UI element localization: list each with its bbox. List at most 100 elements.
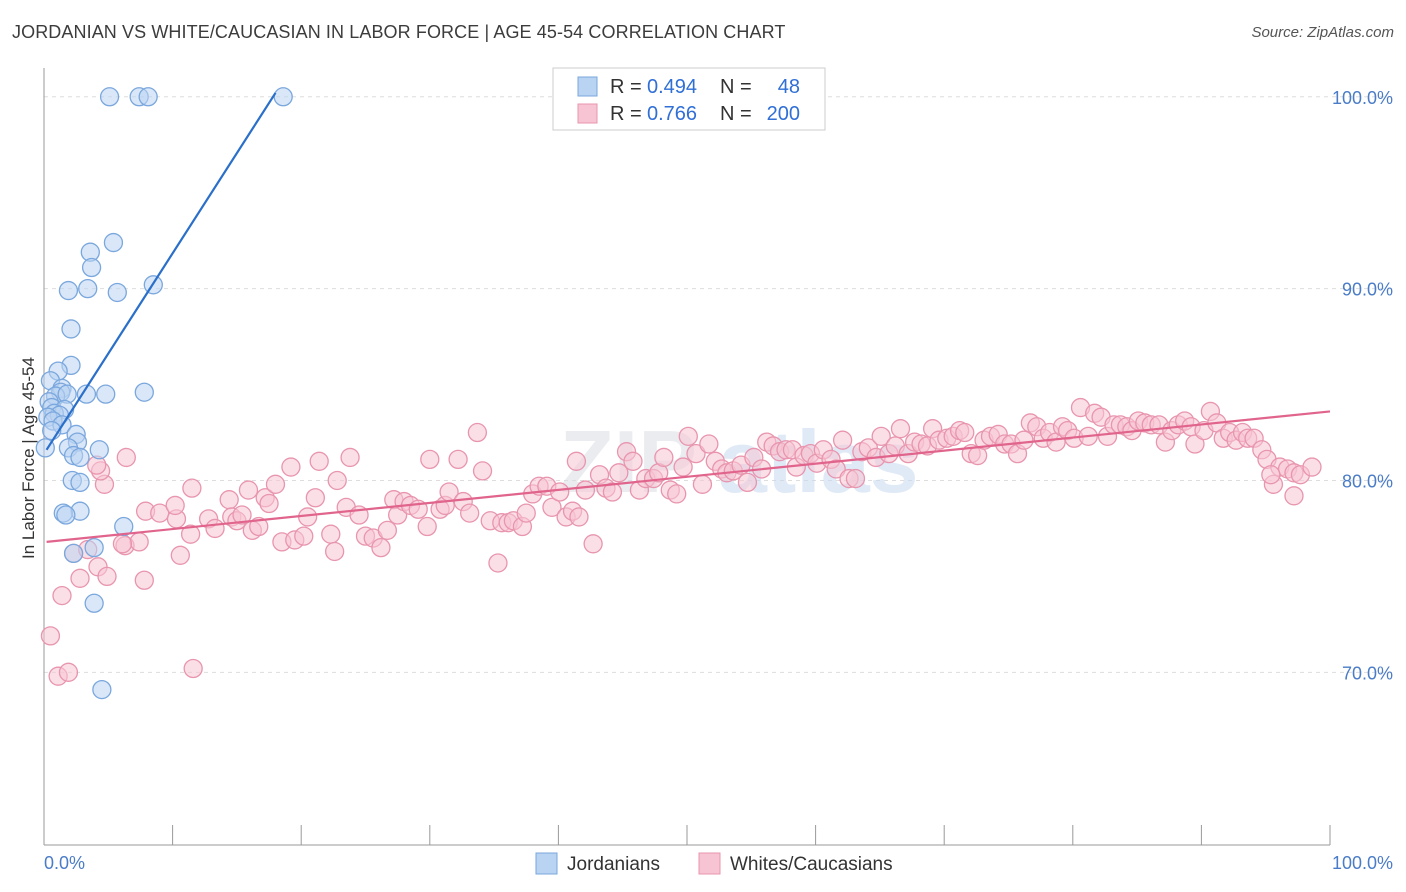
white-caucasian-point-47	[340, 447, 360, 468]
white-caucasian-point-153	[1014, 430, 1034, 450]
white-caucasian-point-23	[180, 524, 201, 544]
jordanian-point-42	[56, 505, 76, 525]
white-caucasian-point-13	[183, 658, 203, 679]
white-caucasian-point-134	[890, 419, 911, 439]
legend-r-value-jordanians: 0.494	[647, 76, 697, 98]
jordanian-point-2	[138, 87, 158, 107]
series-legend-swatch-whites	[698, 852, 721, 875]
jordanian-point-10	[107, 282, 127, 303]
white-caucasian-point-83	[569, 507, 589, 527]
white-caucasian-point-92	[623, 451, 643, 471]
jordanian-point-6	[81, 257, 102, 278]
white-caucasian-point-21	[165, 495, 185, 516]
white-caucasian-point-198	[1302, 457, 1322, 477]
white-caucasian-point-22	[170, 545, 190, 565]
series-legend-swatch-jordanians	[535, 852, 558, 875]
jordanian-point-43	[114, 516, 134, 537]
legend-n-label-jordanians: N =	[720, 76, 752, 98]
white-caucasian-point-79	[542, 497, 562, 517]
jordanian-point-19	[134, 382, 154, 402]
y-tick-label-80: 80.0%	[1342, 471, 1393, 491]
series-legend-label-jordanians: Jordanians	[567, 854, 660, 875]
legend-r-label-whites: R =	[610, 103, 642, 125]
white-caucasian-point-8	[97, 566, 117, 587]
jordanian-point-39	[70, 472, 90, 493]
white-caucasian-point-85	[575, 480, 596, 500]
white-caucasian-point-60	[420, 449, 440, 470]
white-caucasian-point-42	[305, 488, 325, 508]
whites-caucasians-points	[40, 397, 1322, 686]
white-caucasian-point-2	[58, 662, 79, 682]
white-caucasian-point-31	[238, 480, 259, 500]
white-caucasian-point-131	[871, 426, 891, 447]
white-caucasian-point-144	[955, 422, 975, 443]
white-caucasian-point-75	[516, 503, 536, 523]
jordanian-point-9	[78, 278, 98, 299]
white-caucasian-point-110	[737, 472, 758, 493]
white-caucasian-point-101	[678, 426, 698, 447]
legend-n-label-whites: N =	[720, 103, 752, 125]
jordanian-point-8	[58, 280, 79, 301]
legend-r-value-whites: 0.766	[647, 103, 697, 125]
white-caucasian-point-127	[845, 468, 866, 489]
white-caucasian-point-45	[324, 541, 345, 562]
legend-n-value-whites: 200	[767, 103, 800, 125]
white-caucasian-point-68	[472, 461, 493, 481]
jordanian-point-45	[84, 537, 104, 558]
jordanian-point-47	[92, 679, 112, 700]
white-caucasian-point-44	[321, 524, 341, 544]
white-caucasian-point-36	[265, 474, 286, 494]
jordanian-point-18	[96, 384, 116, 404]
white-caucasian-point-33	[249, 516, 269, 537]
white-caucasian-point-84	[566, 451, 587, 471]
white-caucasian-point-67	[467, 422, 488, 443]
white-caucasian-point-0	[40, 626, 61, 646]
white-caucasian-point-89	[602, 482, 623, 502]
white-caucasian-point-35	[259, 493, 279, 514]
y-tick-label-100: 100.0%	[1332, 88, 1393, 108]
stats-legend: R = 0.494 N = 48 R = 0.766 N = 200	[552, 67, 826, 131]
white-caucasian-point-199	[1261, 465, 1281, 485]
white-caucasian-point-102	[686, 443, 706, 464]
white-caucasian-point-90	[609, 463, 629, 483]
white-caucasian-point-3	[52, 585, 72, 606]
white-caucasian-point-26	[205, 518, 225, 539]
white-caucasian-point-17	[116, 447, 136, 468]
white-caucasian-point-80	[550, 482, 570, 502]
series-legend-label-whites: Whites/Caucasians	[730, 854, 893, 875]
chart-title: JORDANIAN VS WHITE/CAUCASIAN IN LABOR FO…	[12, 22, 786, 42]
white-caucasian-point-11	[134, 570, 154, 590]
whites-caucasians-trend-line	[46, 410, 1331, 543]
white-caucasian-point-104	[699, 434, 719, 454]
legend-swatch-jordanians	[577, 76, 598, 97]
jordanian-point-11	[61, 319, 81, 339]
white-caucasian-point-86	[583, 534, 603, 554]
gridlines	[44, 96, 1393, 673]
stats-legend-box	[552, 67, 826, 131]
white-caucasian-point-180	[1185, 434, 1205, 454]
legend-swatch-whites	[577, 103, 598, 124]
jordanians-trend-line	[45, 92, 277, 451]
x-tick-label-max: 100.0%	[1332, 853, 1393, 873]
jordanian-point-46	[84, 593, 104, 613]
trend-lines	[45, 92, 1331, 543]
jordanian-point-3	[273, 87, 293, 107]
white-caucasian-point-103	[692, 474, 713, 494]
white-caucasian-point-43	[309, 451, 329, 471]
jordanian-point-36	[70, 447, 90, 468]
jordanian-point-34	[89, 440, 109, 460]
y-tick-label-90: 90.0%	[1342, 280, 1393, 300]
white-caucasian-point-24	[182, 478, 202, 498]
white-caucasian-point-46	[327, 470, 347, 491]
white-caucasian-point-12	[112, 534, 133, 554]
y-tick-label-70: 70.0%	[1342, 663, 1393, 683]
legend-r-label-jordanians: R =	[610, 76, 642, 98]
y-axis-label: In Labor Force | Age 45-54	[19, 357, 38, 559]
white-caucasian-point-38	[281, 457, 301, 477]
white-caucasian-point-53	[377, 520, 398, 541]
white-caucasian-point-100	[673, 457, 693, 477]
jordanian-point-4	[103, 232, 124, 253]
white-caucasian-point-30	[232, 505, 252, 525]
white-caucasian-point-70	[488, 553, 508, 573]
